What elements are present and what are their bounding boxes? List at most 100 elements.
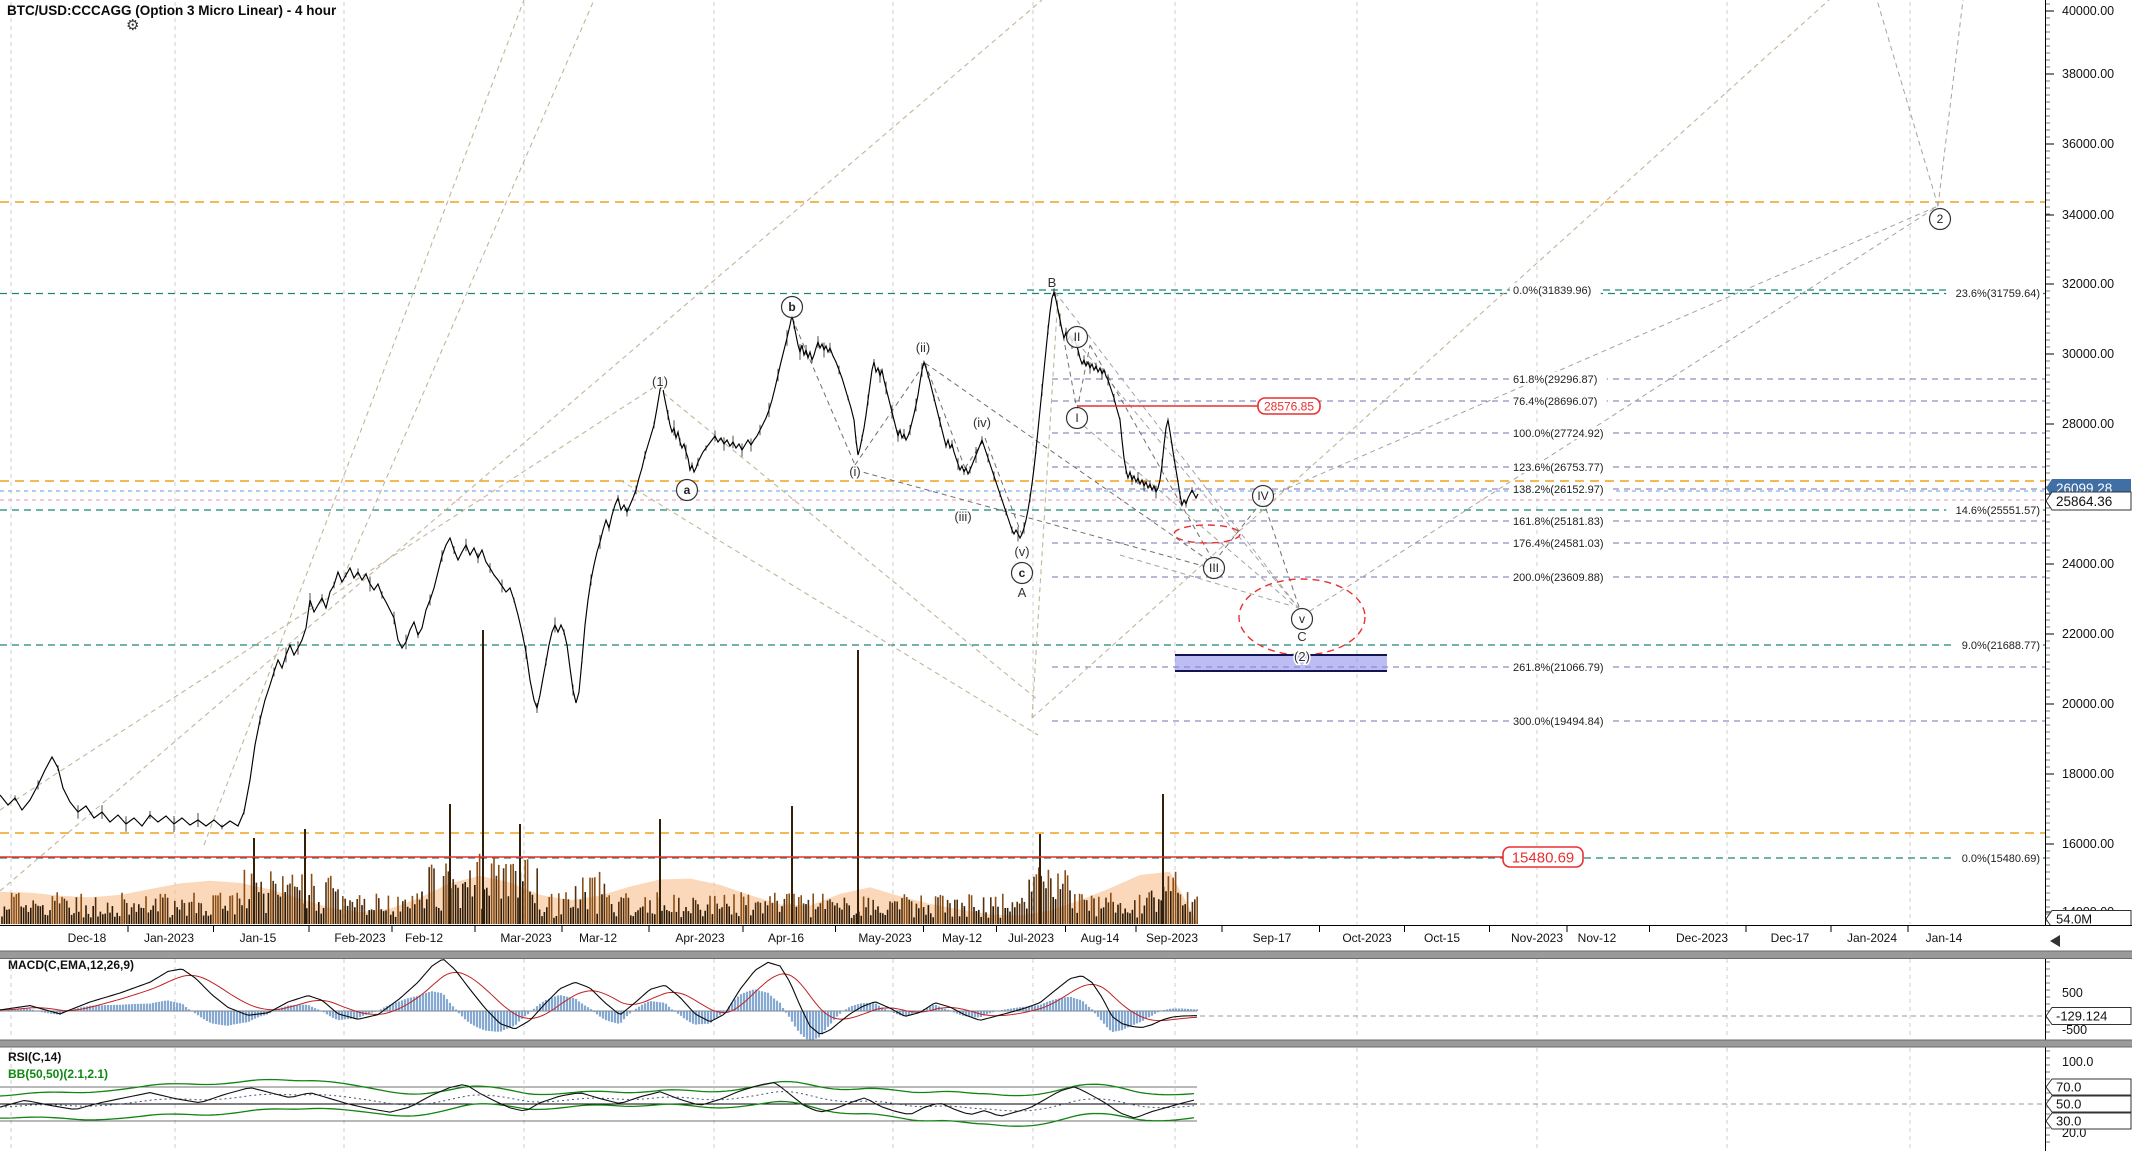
svg-text:III: III <box>1209 561 1219 575</box>
svg-text:Dec-2023: Dec-2023 <box>1676 931 1728 945</box>
macd-value-tag <box>2045 1007 2132 1025</box>
rsi-indicator-label[interactable]: RSI(C,14) <box>8 1050 62 1064</box>
svg-text:I: I <box>1075 411 1078 425</box>
macd-panel <box>0 959 2045 1042</box>
svg-text:a: a <box>684 483 691 497</box>
wave-circle <box>1010 561 1034 585</box>
svg-text:20000.00: 20000.00 <box>2062 697 2114 711</box>
wave-circle <box>780 295 804 319</box>
svg-text:22000.00: 22000.00 <box>2062 627 2114 641</box>
svg-text:30000.00: 30000.00 <box>2062 347 2114 361</box>
rsi-level-tag <box>2045 1095 2132 1113</box>
svg-text:16000.00: 16000.00 <box>2062 837 2114 851</box>
svg-text:38000.00: 38000.00 <box>2062 67 2114 81</box>
svg-text:Dec-17: Dec-17 <box>1771 931 1810 945</box>
svg-text:(1): (1) <box>652 374 668 389</box>
svg-text:70.0: 70.0 <box>2056 1080 2081 1095</box>
svg-text:II: II <box>1074 330 1081 344</box>
alert-price-tag <box>1257 397 1321 415</box>
svg-text:A: A <box>1018 585 1027 600</box>
svg-text:32000.00: 32000.00 <box>2062 277 2114 291</box>
svg-text:(ii): (ii) <box>916 340 930 355</box>
svg-text:B: B <box>1048 275 1057 290</box>
svg-text:0.0%(31839.96): 0.0%(31839.96) <box>1513 285 1591 297</box>
wave-circle <box>1290 607 1314 631</box>
secondary-price-tag <box>2045 491 2132 511</box>
svg-text:Feb-2023: Feb-2023 <box>334 931 386 945</box>
svg-text:61.8%(29296.87): 61.8%(29296.87) <box>1513 374 1597 386</box>
svg-text:40000.00: 40000.00 <box>2062 4 2114 18</box>
svg-text:Oct-2023: Oct-2023 <box>1342 931 1392 945</box>
svg-text:(iv): (iv) <box>973 415 991 430</box>
svg-text:14.6%(25551.57): 14.6%(25551.57) <box>1956 505 2040 517</box>
wave-circle <box>1065 325 1089 349</box>
svg-text:Sep-17: Sep-17 <box>1253 931 1292 945</box>
svg-text:2: 2 <box>1937 212 1944 226</box>
horizontal-level-lines <box>0 201 2045 859</box>
svg-text:50.0: 50.0 <box>2056 1097 2081 1112</box>
svg-text:Apr-16: Apr-16 <box>768 931 804 945</box>
svg-text:9.0%(21688.77): 9.0%(21688.77) <box>1962 640 2040 652</box>
scroll-left-arrow-icon[interactable] <box>2050 935 2060 947</box>
svg-text:15480.69: 15480.69 <box>1512 849 1575 866</box>
rsi-level-tag <box>2045 1078 2132 1096</box>
svg-text:76.4%(28696.07): 76.4%(28696.07) <box>1513 396 1597 408</box>
volume-bars <box>0 630 1198 924</box>
svg-text:54.0M: 54.0M <box>2056 912 2092 927</box>
price-series <box>0 288 1199 832</box>
svg-text:176.4%(24581.03): 176.4%(24581.03) <box>1513 538 1604 550</box>
svg-text:25864.36: 25864.36 <box>2056 494 2112 509</box>
bb-indicator-label[interactable]: BB(50,50)(2.1,2.1) <box>8 1067 109 1081</box>
svg-text:Oct-15: Oct-15 <box>1424 931 1460 945</box>
alert-price-lines: 28576.85 15480.69 <box>0 397 1584 868</box>
svg-text:Jan-15: Jan-15 <box>240 931 277 945</box>
svg-text:28576.85: 28576.85 <box>1264 399 1314 413</box>
svg-text:b: b <box>788 300 795 314</box>
svg-text:36000.00: 36000.00 <box>2062 137 2114 151</box>
svg-text:0.0%(15480.69): 0.0%(15480.69) <box>1962 853 2040 865</box>
vertical-gridlines <box>10 2 1911 1150</box>
macd-indicator-label[interactable]: MACD(C,EMA,12,26,9) <box>8 958 135 972</box>
wave-circle <box>1251 484 1275 508</box>
price-axis[interactable]: 40000.00 38000.00 36000.00 34000.00 32000.00… <box>2045 0 2132 1151</box>
svg-text:(v): (v) <box>1014 544 1029 559</box>
wave-circle <box>1928 207 1952 231</box>
svg-text:c: c <box>1019 566 1026 580</box>
svg-text:Jan-2023: Jan-2023 <box>144 931 194 945</box>
svg-text:500: 500 <box>2062 986 2083 1000</box>
wave-circle <box>1065 406 1089 430</box>
svg-text:-129.124: -129.124 <box>2056 1009 2107 1024</box>
svg-text:18000.00: 18000.00 <box>2062 767 2114 781</box>
symbol-title[interactable]: BTC/USD:CCCAGG (Option 3 Micro Linear) -… <box>7 3 337 18</box>
svg-text:161.8%(25181.83): 161.8%(25181.83) <box>1513 516 1604 528</box>
wave-circle <box>675 478 699 502</box>
time-axis[interactable]: Dec-18 Jan-2023 Jan-15 Feb-2023 Feb-12 Mar-20… <box>0 925 2132 951</box>
svg-text:IV: IV <box>1257 489 1268 503</box>
svg-text:Mar-12: Mar-12 <box>579 931 617 945</box>
svg-text:261.8%(21066.79): 261.8%(21066.79) <box>1513 662 1604 674</box>
rsi-level-tag <box>2045 1112 2132 1130</box>
svg-text:(iii): (iii) <box>954 509 971 524</box>
svg-text:(i): (i) <box>849 464 861 479</box>
svg-text:May-12: May-12 <box>942 931 982 945</box>
rsi-panel <box>0 1078 2045 1127</box>
svg-text:Aug-14: Aug-14 <box>1081 931 1120 945</box>
svg-text:100.0: 100.0 <box>2062 1055 2093 1069</box>
svg-text:Jan-2024: Jan-2024 <box>1847 931 1897 945</box>
svg-text:100.0%(27724.92): 100.0%(27724.92) <box>1513 428 1604 440</box>
svg-text:23.6%(31759.64): 23.6%(31759.64) <box>1956 288 2040 300</box>
svg-text:Jul-2023: Jul-2023 <box>1008 931 1054 945</box>
trend-lines <box>0 0 1964 892</box>
svg-text:v: v <box>1299 612 1305 626</box>
svg-text:Sep-2023: Sep-2023 <box>1146 931 1198 945</box>
panel-separators[interactable] <box>0 950 2132 1048</box>
svg-text:Mar-2023: Mar-2023 <box>500 931 552 945</box>
svg-text:-500: -500 <box>2062 1023 2087 1037</box>
svg-text:24000.00: 24000.00 <box>2062 557 2114 571</box>
svg-text:300.0%(19494.84): 300.0%(19494.84) <box>1513 716 1604 728</box>
svg-text:Feb-12: Feb-12 <box>405 931 443 945</box>
settings-gear-icon[interactable]: ⚙ <box>126 17 140 34</box>
fib-labels: 0.0%(31839.96) 61.8%(29296.87) 76.4%(28696… <box>1510 283 2043 865</box>
